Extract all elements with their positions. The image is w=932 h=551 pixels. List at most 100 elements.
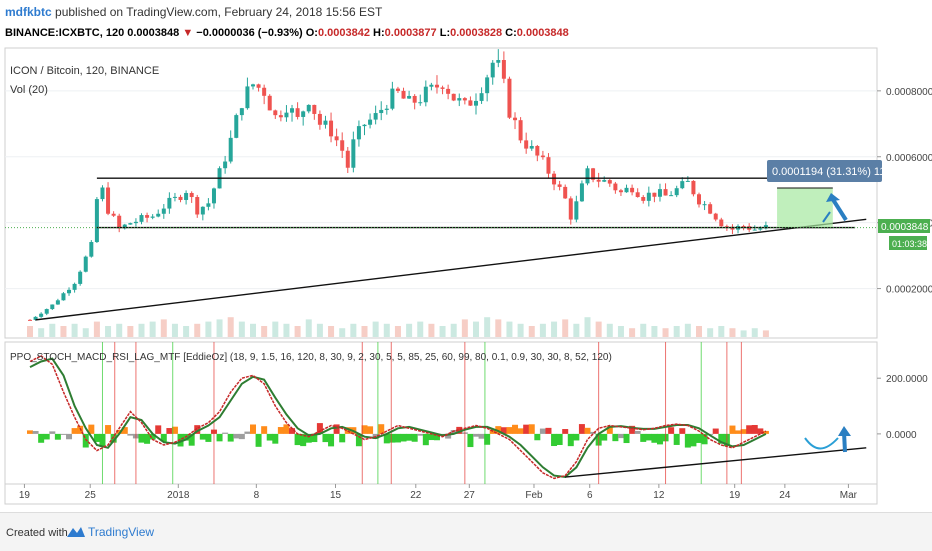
oscillator-bar	[27, 430, 33, 434]
volume-bar	[718, 326, 725, 337]
oscillator-bar	[283, 424, 290, 434]
trend-line	[35, 218, 867, 321]
author-name[interactable]: mdfkbtc	[5, 5, 52, 19]
candle-body	[412, 95, 417, 103]
candle-body	[172, 196, 177, 198]
time-axis[interactable]	[4, 483, 878, 505]
candle-body	[334, 136, 339, 141]
candle-body	[167, 197, 172, 209]
volume-bar	[729, 328, 736, 337]
candle-body	[251, 84, 255, 87]
candle-body	[329, 120, 334, 137]
candle-body	[206, 203, 211, 207]
volume-bar	[27, 326, 33, 337]
candle-body	[657, 189, 662, 197]
candle-body	[557, 184, 562, 187]
high-value: 0.0003877	[384, 27, 437, 39]
candle-body	[273, 110, 278, 116]
candle-body	[94, 199, 99, 243]
volume-bar	[506, 321, 513, 337]
candle-body	[50, 304, 55, 310]
oscillator-bar	[250, 424, 256, 434]
oscillator-bar	[478, 433, 485, 439]
volume-bar	[261, 326, 268, 337]
oscillator-bar	[277, 427, 284, 434]
x-tick-label: 27	[464, 490, 476, 501]
down-arrow-icon: ▼	[182, 27, 194, 39]
oscillator-bar	[422, 433, 429, 446]
oscillator-bar	[255, 433, 262, 447]
symbol-text: BINANCE:ICXBTC, 120	[5, 27, 125, 39]
candle-body	[133, 221, 138, 224]
candle-body	[111, 213, 116, 216]
tradingview-brand[interactable]: TradingView	[88, 525, 155, 539]
candle-body	[200, 206, 205, 215]
symbol-line: BINANCE:ICXBTC, 120 0.0003848 ▼ −0.00000…	[5, 27, 569, 39]
oscillator-bar	[355, 433, 362, 447]
candle-body	[518, 120, 523, 141]
oscillator-green-line	[29, 357, 767, 479]
candle-body	[33, 316, 38, 320]
volume-bar	[372, 321, 379, 337]
oscillator-bar	[344, 427, 351, 434]
oscillator-bar	[49, 431, 56, 434]
volume-bar	[517, 323, 524, 337]
oscillator-arrow-icon	[804, 426, 851, 453]
candle-body	[401, 90, 406, 99]
volume-bar	[450, 323, 457, 337]
oscillator-bar	[701, 433, 708, 445]
oscillator-bar	[679, 428, 686, 434]
countdown-label: 01:03:38	[889, 236, 927, 250]
oscillator-bar	[160, 433, 167, 442]
volume-bar	[350, 323, 357, 337]
candle-body	[211, 188, 216, 204]
oscillator-bar	[629, 425, 636, 434]
volume-bar	[138, 323, 145, 337]
candle-body	[245, 86, 250, 109]
oscillator-bar	[584, 427, 591, 434]
candle-body	[223, 161, 228, 169]
chart-canvas[interactable]: 0.00020000.00040000.00060000.00080000.00…	[0, 0, 932, 512]
oscillator-bar	[484, 433, 491, 445]
oscillator-bar	[378, 424, 385, 434]
volume-bar	[539, 323, 546, 337]
price-pane[interactable]	[4, 47, 878, 339]
volume-bar	[562, 319, 569, 337]
oscillator-bar	[389, 433, 396, 443]
oscillator-bar	[623, 433, 630, 444]
volume-bar	[227, 317, 234, 337]
candle-body	[513, 117, 518, 121]
candle-body	[501, 60, 506, 79]
candle-body	[552, 173, 557, 185]
measure-text: 0.0001194 (31.31%) 11	[772, 166, 885, 178]
x-tick-label: 19	[729, 490, 741, 501]
volume-bar	[762, 330, 769, 337]
price-tick-label: 0.0006000	[886, 153, 932, 164]
candle-body	[685, 180, 690, 182]
candle-body	[161, 208, 166, 214]
oscillator-bar	[166, 428, 173, 434]
volume-bar	[116, 323, 123, 337]
candle-body	[680, 181, 685, 189]
price-tick-label: 0.0002000	[886, 285, 932, 296]
oscillator-bar	[433, 433, 440, 441]
candle-body	[462, 98, 467, 101]
candle-body	[295, 108, 300, 117]
oscillator-bar	[289, 428, 296, 434]
x-tick-label: Feb	[525, 490, 543, 501]
candle-body	[284, 112, 289, 118]
candle-body	[301, 111, 306, 117]
candle-body	[579, 183, 584, 202]
oscillator-bar	[562, 429, 569, 434]
candle-body	[446, 88, 451, 94]
candle-body	[345, 150, 350, 168]
candle-body	[189, 192, 194, 198]
candle-body	[485, 77, 490, 94]
volume-bar	[71, 323, 78, 337]
volume-bar	[651, 326, 658, 337]
candle-body	[407, 95, 412, 99]
oscillator-bar	[690, 433, 697, 447]
candle-body	[390, 88, 395, 109]
volume-bar	[38, 328, 45, 337]
oscillator-bar	[216, 433, 223, 442]
